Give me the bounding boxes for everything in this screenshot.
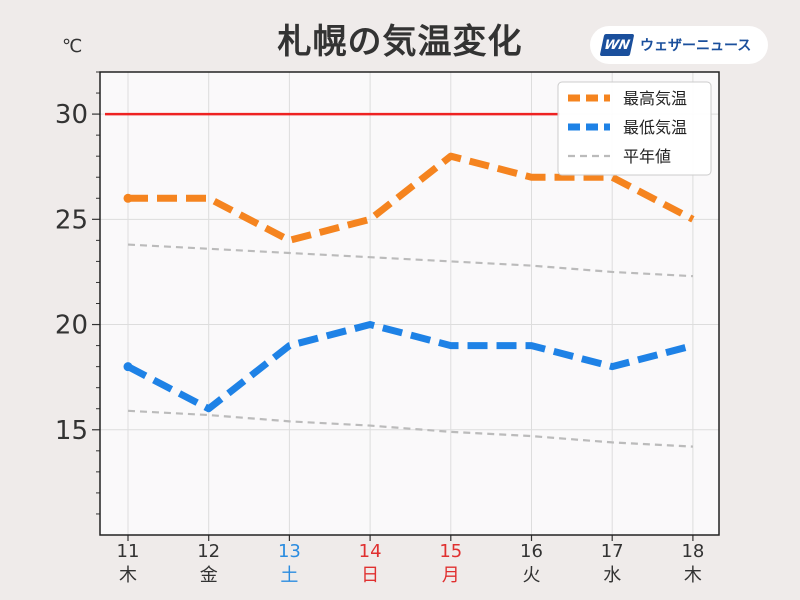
series-line-0 [128, 152, 695, 244]
x-tick-weekday: 日 [361, 565, 379, 586]
x-tick-day: 18 [681, 541, 704, 562]
x-tick-day: 17 [601, 541, 624, 562]
series-line-2 [127, 243, 693, 278]
chart-title: 札幌の気温変化 [277, 22, 523, 62]
x-tick-day: 11 [117, 541, 140, 562]
y-axis-unit: ℃ [62, 36, 83, 57]
x-tick-weekday: 水 [603, 565, 621, 586]
y-tick-label: 20 [55, 311, 88, 341]
x-tick-weekday: 木 [684, 565, 702, 586]
x-tick-day: 16 [520, 541, 543, 562]
series-line-1 [126, 321, 694, 413]
x-tick-day: 13 [278, 541, 301, 562]
y-tick-label: 15 [55, 416, 88, 446]
y-tick-label: 25 [55, 205, 88, 235]
weathernews-logo: WN ウェザーニュース [590, 26, 768, 64]
legend-label: 平年値 [623, 147, 671, 166]
brand-name: ウェザーニュース [640, 38, 752, 54]
x-tick-weekday: 月 [442, 565, 460, 586]
x-tick-day: 15 [439, 541, 462, 562]
x-tick-weekday: 火 [523, 565, 541, 586]
x-tick-weekday: 木 [119, 565, 137, 586]
series-line-3 [127, 409, 693, 448]
x-tick-weekday: 土 [280, 565, 298, 586]
x-tick-day: 12 [197, 541, 220, 562]
series-point-0 [123, 193, 133, 203]
x-tick-weekday: 金 [200, 565, 218, 586]
series-point-1 [123, 362, 133, 372]
legend-box [557, 81, 712, 176]
legend-label: 最高気温 [623, 89, 687, 108]
x-tick-day: 14 [359, 541, 382, 562]
legend-label: 最低気温 [623, 118, 687, 137]
plot-border [99, 71, 720, 536]
y-tick-label: 30 [55, 100, 88, 130]
